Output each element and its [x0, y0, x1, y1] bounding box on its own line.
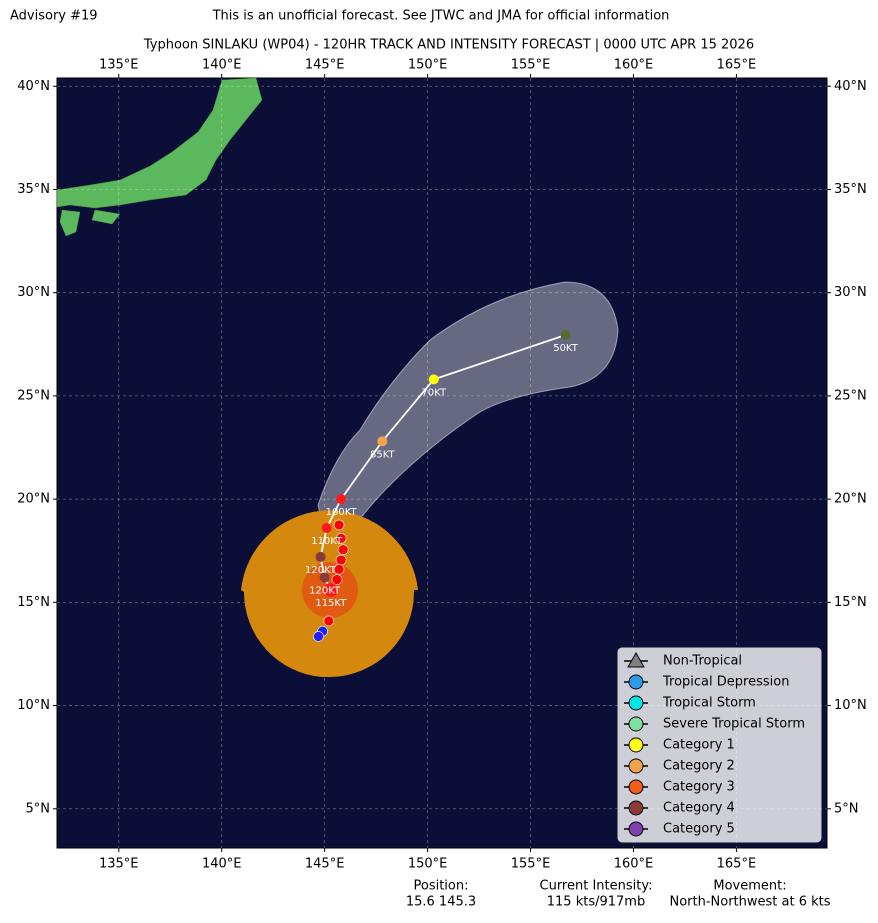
- legend-marker: [628, 695, 644, 711]
- legend-label: Tropical Storm: [662, 696, 756, 711]
- forecast-position: [377, 436, 388, 447]
- legend-label: Severe Tropical Storm: [663, 717, 805, 732]
- y-tick-label: 15°N: [834, 595, 867, 610]
- y-tick-label: 5°N: [26, 801, 51, 816]
- forecast-position: [323, 582, 338, 597]
- kyushu: [59, 209, 81, 237]
- y-tick-label: 15°N: [17, 595, 50, 610]
- forecast-position: [336, 494, 347, 505]
- footer-value: 115 kts/917mb: [547, 895, 645, 910]
- y-tick-label: 25°N: [17, 388, 50, 403]
- x-tick-label: 135°E: [99, 58, 139, 73]
- intensity-label: 70KT: [421, 387, 447, 398]
- x-tick-label: 150°E: [408, 857, 448, 872]
- past-position: [333, 564, 345, 575]
- legend-label: Category 2: [663, 759, 735, 774]
- x-tick-label: 135°E: [99, 857, 139, 872]
- legend-label: Category 1: [663, 738, 735, 753]
- y-tick-label: 5°N: [834, 801, 859, 816]
- y-tick-label: 20°N: [17, 492, 50, 507]
- forecast-position: [315, 551, 326, 562]
- disclaimer: This is an unofficial forecast. See JTWC…: [212, 9, 670, 24]
- past-position: [313, 631, 324, 642]
- footer-label: Position:: [414, 879, 469, 894]
- legend-label: Tropical Depression: [662, 675, 789, 690]
- y-tick-label: 30°N: [17, 285, 50, 300]
- y-tick-label: 35°N: [17, 182, 50, 197]
- legend-label: Category 3: [663, 780, 735, 795]
- legend-marker: [628, 674, 644, 690]
- legend: Non-Tropical Tropical Depression Tropical …: [624, 651, 805, 837]
- legend-label: Non-Tropical: [663, 654, 742, 669]
- past-position: [333, 519, 345, 531]
- intensity-label: 50KT: [553, 343, 579, 354]
- intensity-label: 110KT: [311, 536, 343, 547]
- intensity-label: 115KT: [315, 598, 347, 609]
- y-tick-label: 35°N: [834, 182, 867, 197]
- forecast-position: [428, 374, 439, 385]
- footer-value: North-Northwest at 6 kts: [669, 895, 830, 910]
- x-tick-label: 155°E: [511, 857, 551, 872]
- legend-marker: [628, 716, 644, 732]
- legend-marker: [628, 821, 644, 837]
- legend-label: Category 4: [663, 801, 735, 816]
- cone: [317, 281, 619, 567]
- legend-marker: [628, 737, 644, 753]
- intensity-label: 120KT: [305, 565, 337, 576]
- grid: [57, 78, 827, 848]
- legend-marker: [628, 800, 644, 816]
- intensity-label: 100KT: [326, 507, 358, 518]
- footer: Position:15.6 145.3 Current Intensity:115…: [406, 879, 831, 910]
- honshu: [56, 77, 263, 209]
- forecast-position: [319, 572, 330, 583]
- y-tick-label: 30°N: [834, 285, 867, 300]
- legend-marker: [627, 651, 645, 668]
- x-tick-label: 155°E: [511, 58, 551, 73]
- forecast-position: [321, 523, 332, 534]
- x-tick-label: 145°E: [305, 58, 345, 73]
- y-tick-label: 10°N: [17, 698, 50, 713]
- x-tick-label: 145°E: [305, 857, 345, 872]
- x-tick-label: 140°E: [202, 58, 242, 73]
- past-position: [337, 544, 349, 556]
- axes: 135°E 135°E 140°E 140°E 145°E 145°E 150°E 150°E…: [17, 58, 867, 872]
- footer-label: Current Intensity:: [540, 879, 653, 894]
- legend-label: Category 5: [663, 822, 735, 837]
- past-position: [331, 574, 343, 585]
- footer-label: Movement:: [713, 879, 786, 894]
- land: [56, 77, 263, 237]
- advisory: Advisory #19: [10, 9, 98, 24]
- intensity-label: 85KT: [370, 449, 396, 460]
- x-tick-label: 160°E: [614, 857, 654, 872]
- past-position: [335, 554, 347, 566]
- footer-value: 15.6 145.3: [406, 895, 476, 910]
- y-tick-label: 40°N: [834, 79, 867, 94]
- past-position: [335, 533, 347, 544]
- x-tick-label: 165°E: [717, 58, 757, 73]
- y-tick-label: 25°N: [834, 388, 867, 403]
- x-tick-label: 160°E: [614, 58, 654, 73]
- chart-title: Typhoon SINLAKU (WP04) - 120HR TRACK AND…: [143, 38, 754, 53]
- intensity-label: 120KT: [309, 586, 341, 597]
- legend-marker: [628, 779, 644, 795]
- x-tick-label: 150°E: [408, 58, 448, 73]
- shikoku: [91, 209, 121, 225]
- y-tick-label: 20°N: [834, 492, 867, 507]
- legend-marker: [628, 758, 644, 774]
- y-tick-label: 10°N: [834, 698, 867, 713]
- legend-box: [617, 647, 822, 843]
- y-tick-label: 40°N: [17, 79, 50, 94]
- forecast-position: [560, 330, 571, 341]
- x-tick-label: 165°E: [717, 857, 757, 872]
- x-tick-label: 140°E: [202, 857, 242, 872]
- past-position: [323, 615, 335, 627]
